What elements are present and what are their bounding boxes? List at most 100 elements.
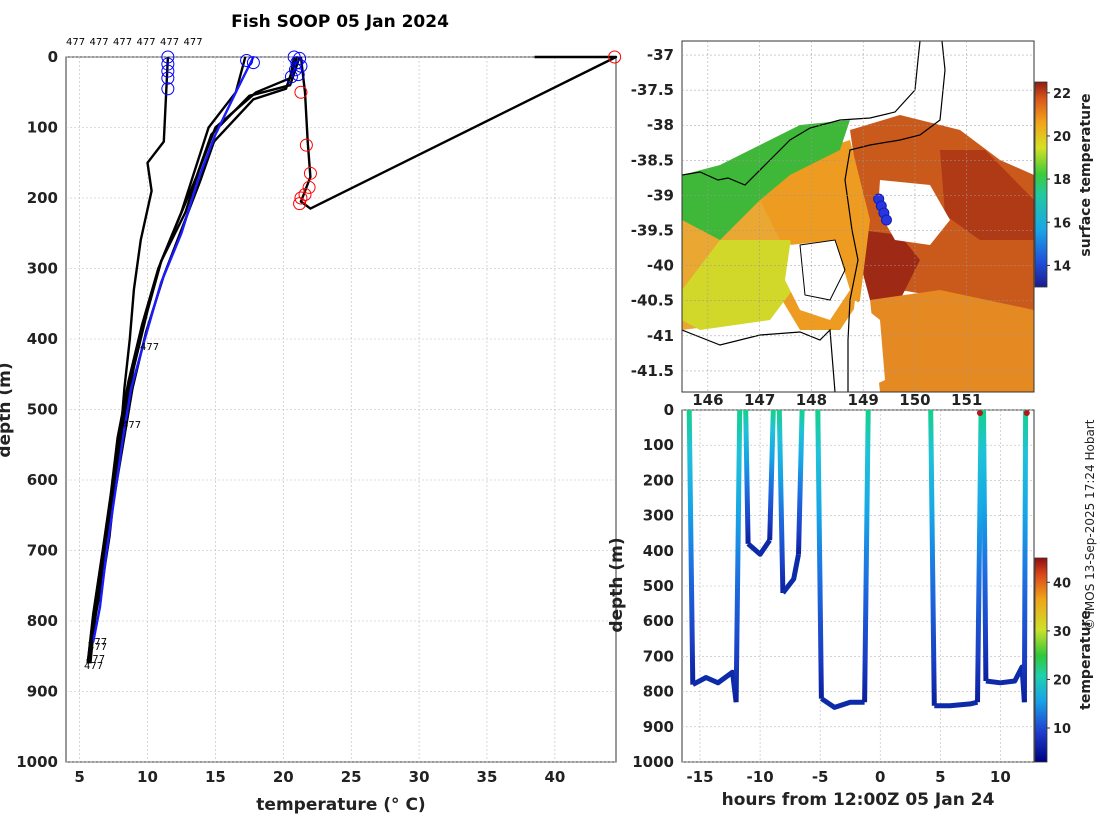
cast-id-label: 477 xyxy=(88,642,107,653)
tasmania-coast xyxy=(682,328,836,392)
cast-descent xyxy=(743,409,751,544)
y-tick-label: 900 xyxy=(643,718,674,736)
profile-y-axis-label: depth (m) xyxy=(0,362,15,457)
cloud-mask-southwest xyxy=(700,340,840,392)
profile-line-cast-4 xyxy=(86,56,301,664)
cloud-mask-north xyxy=(682,41,910,160)
cast-id-label: 477 xyxy=(137,37,156,48)
y-tick-label: 300 xyxy=(27,260,58,278)
cast-descent xyxy=(928,409,937,706)
surface-marker xyxy=(161,57,175,71)
cast-id-label: 477 xyxy=(66,37,85,48)
island-outline xyxy=(799,239,846,301)
temperature-colorbar-tick-label: 10 xyxy=(1053,722,1071,737)
cast-ascent xyxy=(796,409,805,555)
lon-tick-label: 148 xyxy=(796,391,827,409)
y-tick-label: 0 xyxy=(664,401,674,419)
sst-colorbar-tick-label: 16 xyxy=(1053,216,1071,231)
cast-bottom xyxy=(746,538,772,557)
lat-tick-label: -41 xyxy=(647,327,674,345)
x-tick-label: 20 xyxy=(273,768,294,786)
x-tick-label: 5 xyxy=(935,768,945,786)
y-tick-label: 200 xyxy=(643,471,674,489)
surface-marker xyxy=(284,70,298,84)
cast-ascent xyxy=(767,409,776,541)
sst-region-far-east-red xyxy=(940,150,1034,240)
depth-time-casts xyxy=(686,409,1030,710)
depth-time-y-ticks: 0 100 200 300 400 500 600 700 800 900 1000 xyxy=(632,401,674,771)
cast-ascent xyxy=(862,409,871,703)
lat-tick-label: -37 xyxy=(647,46,674,64)
cast-ascent xyxy=(1021,409,1029,703)
depth-time-x-ticks: -15 -10 -5 0 5 10 xyxy=(686,768,1010,786)
lat-tick-label: -40 xyxy=(647,257,674,275)
sst-colorbar-tick-label: 14 xyxy=(1053,259,1071,274)
y-tick-label: 1000 xyxy=(16,753,58,771)
lat-tick-label: -37.5 xyxy=(631,81,674,99)
x-tick-label: 40 xyxy=(544,768,565,786)
cast-id-label: 477 xyxy=(88,637,107,648)
surface-marker xyxy=(161,64,175,78)
cast-id-label: 477 xyxy=(113,37,132,48)
cast-id-label: 477 xyxy=(140,342,159,353)
y-tick-label: 600 xyxy=(27,471,58,489)
profile-y-ticks: 0 100 200 300 400 500 600 700 800 900 1000 xyxy=(16,48,58,771)
profile-x-ticks: 5 10 15 20 25 30 35 40 xyxy=(74,768,565,786)
profile-plot-area xyxy=(65,56,617,763)
max-depth-marker xyxy=(303,166,317,180)
hot-marker xyxy=(976,410,983,416)
figure-title: Fish SOOP 05 Jan 2024 xyxy=(231,12,449,32)
x-tick-label: 5 xyxy=(74,768,84,786)
x-tick-label: 15 xyxy=(205,768,226,786)
ship-track xyxy=(873,193,892,226)
x-tick-label: 25 xyxy=(341,768,362,786)
surface-marker xyxy=(161,82,175,96)
depth-time-y-axis-label: depth (m) xyxy=(607,537,627,632)
depth-time-x-axis-label: hours from 12:00Z 05 Jan 24 xyxy=(722,790,995,810)
sst-colorbar-ticks: 14 16 18 20 22 xyxy=(1047,87,1071,274)
depth-time-grid xyxy=(682,409,1034,763)
sst-colorbar-tick-label: 20 xyxy=(1053,130,1071,145)
max-depth-marker xyxy=(294,191,308,205)
temperature-colorbar-tick-label: 30 xyxy=(1053,625,1071,640)
max-depth-marker xyxy=(299,138,313,152)
cast-bottom xyxy=(780,553,801,595)
cast-ascent xyxy=(733,409,743,703)
sst-map-frame xyxy=(681,40,1035,393)
x-tick-label: 0 xyxy=(875,768,885,786)
cast-ascent xyxy=(975,409,984,703)
cast-id-label: 477 xyxy=(160,37,179,48)
lat-tick-label: -38 xyxy=(647,116,674,134)
map-lat-ticks: -37 -37.5 -38 -38.5 -39 -39.5 -40 -40.5 -41 -41.5 xyxy=(631,46,1034,380)
lon-tick-label: 149 xyxy=(848,391,879,409)
cast-id-label: 477 xyxy=(84,661,103,672)
coastline xyxy=(682,41,921,186)
surface-marker xyxy=(287,50,301,64)
temperature-colorbar-tick-label: 40 xyxy=(1053,576,1071,591)
surface-marker xyxy=(240,54,254,68)
surface-marker xyxy=(161,50,175,64)
sst-colorbar-tick-label: 22 xyxy=(1053,87,1071,102)
y-tick-label: 400 xyxy=(27,330,58,348)
x-tick-label: 10 xyxy=(137,768,158,786)
map-lon-ticks: 146 147 148 149 150 151 xyxy=(692,41,982,409)
x-tick-label: -10 xyxy=(747,768,774,786)
max-depth-marker xyxy=(608,50,622,64)
cast-bottom xyxy=(691,669,739,703)
sst-colorbar-label: surface temperature xyxy=(1078,93,1094,256)
cast-bottom xyxy=(820,696,865,710)
y-tick-label: 600 xyxy=(643,612,674,630)
surface-marker xyxy=(293,51,307,65)
y-tick-label: 100 xyxy=(27,119,58,137)
profile-lines xyxy=(86,55,618,664)
surface-marker xyxy=(246,56,260,70)
hot-marker xyxy=(1023,410,1030,416)
surface-marker xyxy=(161,71,175,85)
lon-tick-label: 146 xyxy=(692,391,723,409)
sst-region-orange-east xyxy=(870,290,1034,392)
temperature-colorbar xyxy=(1034,557,1048,763)
y-tick-label: 900 xyxy=(27,683,58,701)
surface-marker xyxy=(291,68,305,82)
cast-id-label: 477 xyxy=(184,37,203,48)
y-tick-label: 100 xyxy=(643,436,674,454)
